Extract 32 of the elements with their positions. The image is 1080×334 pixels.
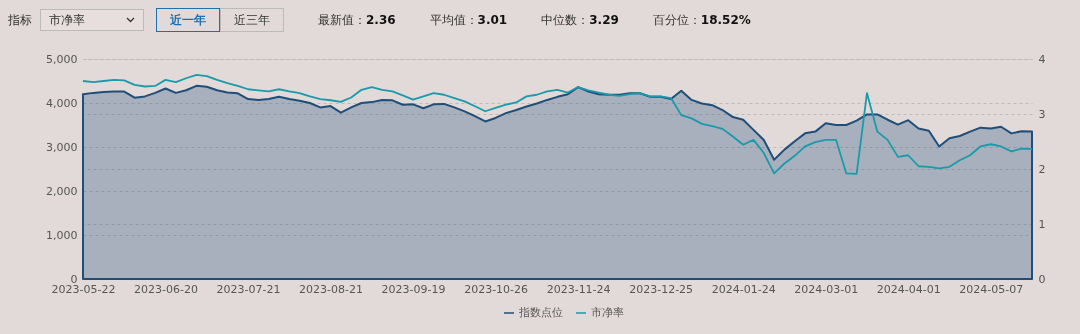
text: 指标 <box>8 11 32 29</box>
y-tick-label: 4,000 <box>46 96 78 110</box>
y2-tick-label: 2 <box>1038 162 1046 176</box>
text: 中位数：3.29 <box>541 11 619 29</box>
x-tick-label: 2023-12-25 <box>629 282 694 296</box>
x-tick-label: 2024-04-01 <box>876 282 941 296</box>
y2-tick-label: 3 <box>1038 107 1046 121</box>
text: 百分位：18.52% <box>652 11 751 29</box>
x-tick-label: 2024-05-07 <box>959 282 1024 296</box>
x-tick-label: 2024-01-24 <box>711 282 776 296</box>
line-series <box>82 74 1033 175</box>
x-tick-label: 2023-06-20 <box>134 282 198 296</box>
text: 近三年 <box>220 8 284 32</box>
y2-tick-label: 0 <box>1038 272 1046 286</box>
y-tick-label: 3,000 <box>46 140 78 154</box>
y2-tick-label: 1 <box>1038 217 1046 231</box>
y-tick-label: 5,000 <box>46 52 78 66</box>
text: 平均值：3.01 <box>429 11 508 29</box>
legend-label: 市净率 <box>591 306 624 319</box>
text: 近一年 <box>156 8 220 32</box>
x-tick-label: 2023-11-24 <box>546 282 611 296</box>
y-tick-label: 2,000 <box>46 184 78 198</box>
y-tick-label: 1,000 <box>46 228 78 242</box>
x-tick-label: 2023-07-21 <box>216 282 281 296</box>
x-tick-label: 2023-09-19 <box>381 282 446 296</box>
text: 市净率 <box>49 11 85 29</box>
x-tick-label: 2023-10-26 <box>464 282 529 296</box>
text: 最新值：2.36 <box>318 11 396 29</box>
x-tick-label: 2023-08-21 <box>299 282 364 296</box>
y2-tick-label: 4 <box>1038 52 1046 66</box>
legend-label: 指数点位 <box>518 306 563 319</box>
x-tick-label: 2024-03-01 <box>794 282 859 296</box>
